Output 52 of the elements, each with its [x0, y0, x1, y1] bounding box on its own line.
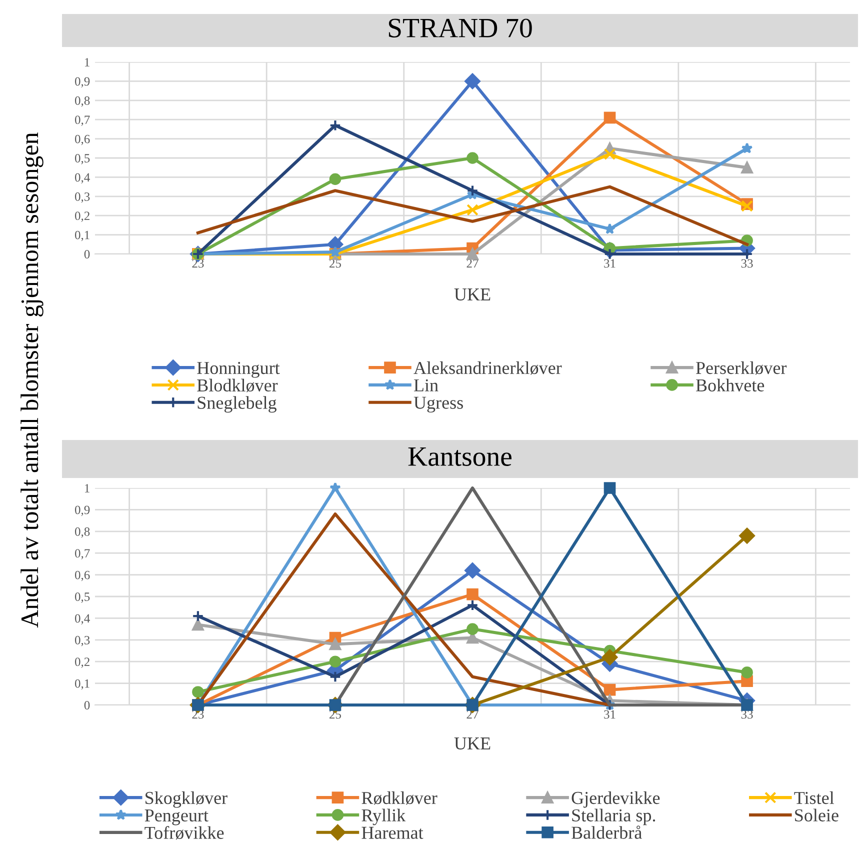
legend-label: Aleksandrinerkløver [414, 361, 562, 375]
y-tick-label: 0,3 [74, 636, 90, 646]
y-tick-label: 0 [84, 250, 90, 258]
legend-label: Pengeurt [144, 810, 208, 826]
legend-label: Tistel [794, 791, 834, 804]
y-axis-title: Andel av totalt antall blomster gjennom sesongen [20, 132, 44, 628]
y-tick-label: 0,4 [74, 614, 90, 624]
legend-label: Honningurt [197, 362, 280, 378]
y-tick-label: 0,8 [74, 527, 90, 538]
x-tick-label: 27 [466, 259, 478, 268]
y-tick-label: 0,5 [74, 154, 90, 164]
legend-label: Soleie [795, 808, 838, 822]
x-tick-label: 31 [604, 259, 616, 268]
legend-label: Skogkløver [146, 791, 228, 808]
legend-label: Ugress [414, 396, 463, 413]
chart-title: Kantsone [408, 447, 512, 466]
y-tick-label: 0,1 [74, 230, 90, 242]
y-tick-label: 0,2 [74, 658, 90, 668]
chart-title: STRAND 70 [388, 18, 532, 38]
legend-label: Gjerdevikke [572, 791, 660, 808]
y-tick-label: 1 [84, 484, 90, 492]
y-tick-label: 0,6 [74, 570, 90, 582]
legend-label: Blodkløver [197, 378, 278, 392]
y-tick-label: 0,9 [74, 77, 90, 88]
legend-label: Sneglebelg [198, 396, 276, 413]
y-tick-label: 1 [84, 58, 90, 66]
legend-label: Balderbrå [572, 826, 642, 839]
y-tick-label: 0,9 [74, 506, 90, 516]
legend-label: Stellaria sp. [572, 808, 656, 826]
legend-label: Bokhvete [696, 378, 764, 392]
x-tick-label: 25 [330, 259, 341, 268]
y-tick-label: 0,7 [74, 116, 90, 126]
legend-label: Tofrøvikke [144, 826, 224, 840]
y-tick-label: 0,8 [74, 96, 90, 107]
legend-label: Rødkløver [362, 791, 438, 805]
y-tick-label: 0,6 [74, 134, 90, 146]
legend-label: Lin [414, 379, 438, 392]
x-tick-label: 31 [604, 710, 616, 719]
x-axis-title: UKE [454, 738, 490, 750]
y-tick-label: 0 [84, 701, 90, 710]
y-tick-label: 0,7 [74, 549, 90, 560]
y-tick-label: 0,4 [74, 173, 90, 184]
x-axis-title: UKE [454, 288, 490, 301]
y-tick-label: 0,2 [74, 212, 90, 222]
y-tick-label: 0,1 [74, 679, 90, 690]
x-tick-label: 33 [741, 259, 753, 268]
x-tick-label: 33 [741, 710, 753, 719]
legend-label: Haremat [362, 826, 424, 839]
legend-label: Ryllik [362, 808, 406, 826]
y-tick-label: 0,5 [74, 592, 90, 603]
legend-label: Perserkløver [696, 361, 787, 375]
y-tick-label: 0,3 [74, 192, 90, 203]
